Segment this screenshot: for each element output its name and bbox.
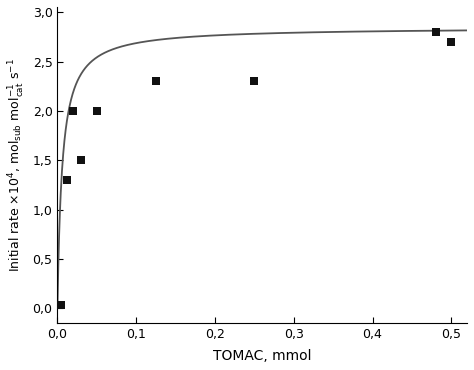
Point	[251, 78, 258, 84]
Point	[432, 29, 439, 35]
Point	[63, 177, 71, 183]
Point	[93, 108, 100, 114]
Point	[58, 302, 65, 308]
X-axis label: TOMAC, mmol: TOMAC, mmol	[213, 349, 311, 363]
Point	[77, 157, 85, 163]
Point	[69, 108, 77, 114]
Point	[152, 78, 160, 84]
Point	[447, 39, 455, 45]
Y-axis label: Initial rate $\times10^4$, mol$_{\rm sub}$ mol$^{-1}_{\rm cat}$ s$^{-1}$: Initial rate $\times10^4$, mol$_{\rm sub…	[7, 58, 27, 272]
